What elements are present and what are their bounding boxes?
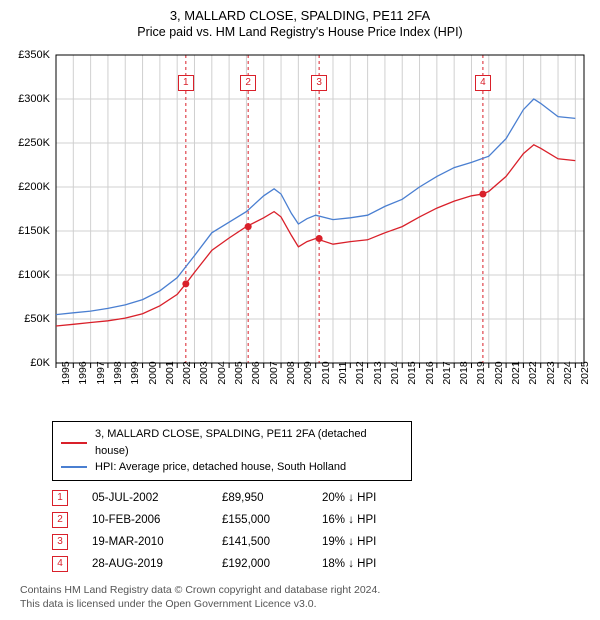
chart-container: 3, MALLARD CLOSE, SPALDING, PE11 2FA Pri… <box>0 0 600 620</box>
title-address: 3, MALLARD CLOSE, SPALDING, PE11 2FA <box>10 8 590 23</box>
x-axis-tick-label: 2013 <box>372 361 384 384</box>
x-axis-tick-label: 2010 <box>320 361 332 384</box>
x-axis-tick-label: 1996 <box>77 361 89 384</box>
x-axis-tick-label: 1995 <box>60 361 72 384</box>
x-axis-tick-label: 2019 <box>475 361 487 384</box>
x-axis-tick-label: 1997 <box>95 361 107 384</box>
sale-pct-vs-hpi: 16% ↓ HPI <box>322 514 432 526</box>
sale-row: 1 05-JUL-2002£89,95020% ↓ HPI <box>52 487 584 509</box>
x-axis-tick-label: 2009 <box>302 361 314 384</box>
y-axis-tick-label: £150K <box>18 225 50 237</box>
x-axis-tick-label: 2003 <box>198 361 210 384</box>
sale-row-badge: 4 <box>52 556 68 572</box>
x-axis-tick-label: 2014 <box>389 361 401 384</box>
sale-price: £192,000 <box>222 558 322 570</box>
sale-date: 10-FEB-2006 <box>92 514 222 526</box>
sale-marker-badge: 1 <box>178 75 194 91</box>
line-chart-svg <box>10 45 590 415</box>
y-axis-tick-label: £250K <box>18 137 50 149</box>
footer-line1: Contains HM Land Registry data © Crown c… <box>20 583 584 597</box>
y-axis-tick-label: £350K <box>18 49 50 61</box>
legend: 3, MALLARD CLOSE, SPALDING, PE11 2FA (de… <box>52 421 412 481</box>
legend-label-property: 3, MALLARD CLOSE, SPALDING, PE11 2FA (de… <box>95 426 403 459</box>
sale-marker-badge: 2 <box>240 75 256 91</box>
y-axis-tick-label: £300K <box>18 93 50 105</box>
chart-plot-area: £0K £50K £100K £150K £200K £250K £300K £350K 199… <box>10 45 590 415</box>
x-axis-tick-label: 2011 <box>337 362 349 385</box>
sale-row-badge: 2 <box>52 512 68 528</box>
sale-row: 3 19-MAR-2010£141,50019% ↓ HPI <box>52 531 584 553</box>
legend-row-hpi: HPI: Average price, detached house, Sout… <box>61 459 403 476</box>
sales-table: 1 05-JUL-2002£89,95020% ↓ HPI 2 10-FEB-2006… <box>52 487 584 575</box>
x-axis-tick-label: 2016 <box>424 361 436 384</box>
sale-date: 28-AUG-2019 <box>92 558 222 570</box>
y-axis-tick-label: £100K <box>18 269 50 281</box>
x-axis-tick-label: 2025 <box>579 361 591 384</box>
x-axis-tick-label: 2012 <box>354 361 366 384</box>
x-axis-tick-label: 2018 <box>458 361 470 384</box>
legend-label-hpi: HPI: Average price, detached house, Sout… <box>95 459 346 476</box>
legend-swatch-hpi <box>61 466 87 468</box>
x-axis-tick-label: 2004 <box>216 361 228 384</box>
x-axis-tick-label: 2024 <box>562 361 574 384</box>
x-axis-tick-label: 2000 <box>147 361 159 384</box>
sale-marker-badge: 4 <box>475 75 491 91</box>
footer-line2: This data is licensed under the Open Gov… <box>20 597 584 611</box>
chart-titles: 3, MALLARD CLOSE, SPALDING, PE11 2FA Pri… <box>10 8 590 39</box>
legend-row-property: 3, MALLARD CLOSE, SPALDING, PE11 2FA (de… <box>61 426 403 459</box>
y-axis-tick-label: £200K <box>18 181 50 193</box>
sale-pct-vs-hpi: 18% ↓ HPI <box>322 558 432 570</box>
sale-date: 05-JUL-2002 <box>92 492 222 504</box>
sale-pct-vs-hpi: 20% ↓ HPI <box>322 492 432 504</box>
sale-price: £141,500 <box>222 536 322 548</box>
x-axis-tick-label: 2002 <box>181 361 193 384</box>
x-axis-tick-label: 1998 <box>112 361 124 384</box>
sale-date: 19-MAR-2010 <box>92 536 222 548</box>
x-axis-tick-label: 2007 <box>268 361 280 384</box>
sale-row-badge: 1 <box>52 490 68 506</box>
title-subtitle: Price paid vs. HM Land Registry's House … <box>10 25 590 39</box>
x-axis-tick-label: 1999 <box>129 361 141 384</box>
y-axis-tick-label: £0K <box>30 357 50 369</box>
footer-attribution: Contains HM Land Registry data © Crown c… <box>20 583 584 611</box>
x-axis-tick-label: 2023 <box>545 361 557 384</box>
sale-row: 4 28-AUG-2019£192,00018% ↓ HPI <box>52 553 584 575</box>
x-axis-tick-label: 2022 <box>527 361 539 384</box>
sale-marker-badge: 3 <box>311 75 327 91</box>
sale-price: £155,000 <box>222 514 322 526</box>
x-axis-tick-label: 2017 <box>441 361 453 384</box>
x-axis-tick-label: 2006 <box>250 361 262 384</box>
y-axis-tick-label: £50K <box>24 313 50 325</box>
x-axis-tick-label: 2005 <box>233 361 245 384</box>
x-axis-tick-label: 2001 <box>164 361 176 384</box>
x-axis-tick-label: 2021 <box>510 361 522 384</box>
sale-pct-vs-hpi: 19% ↓ HPI <box>322 536 432 548</box>
legend-swatch-property <box>61 442 87 444</box>
sale-row: 2 10-FEB-2006£155,00016% ↓ HPI <box>52 509 584 531</box>
x-axis-tick-label: 2020 <box>493 361 505 384</box>
x-axis-tick-label: 2008 <box>285 361 297 384</box>
x-axis-tick-label: 2015 <box>406 361 418 384</box>
sale-price: £89,950 <box>222 492 322 504</box>
sale-row-badge: 3 <box>52 534 68 550</box>
